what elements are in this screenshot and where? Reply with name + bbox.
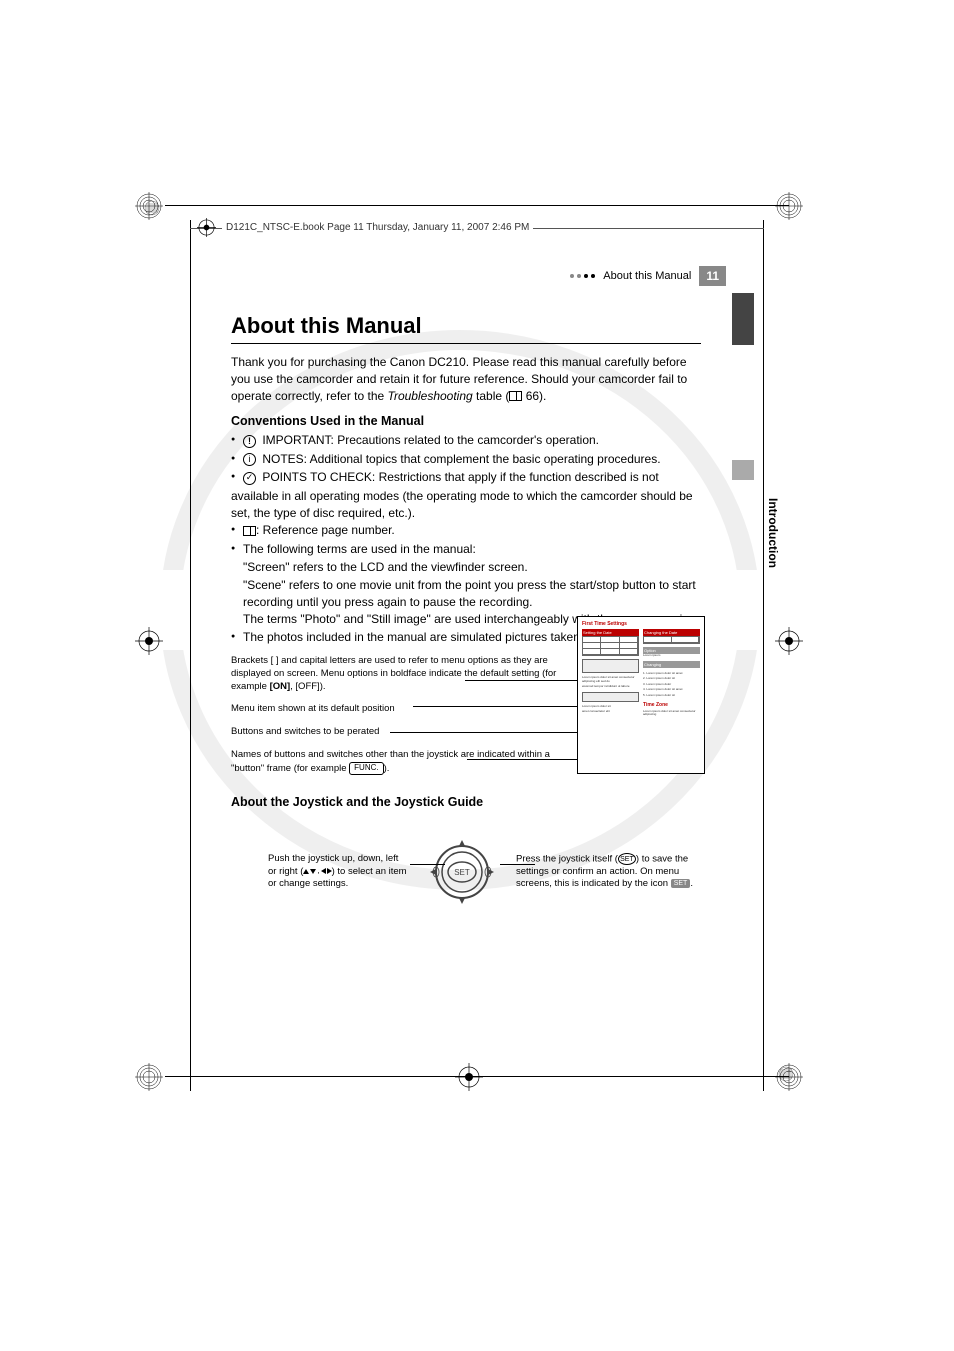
connector-line bbox=[465, 680, 577, 681]
crop-line bbox=[165, 205, 789, 206]
thumb-heading: Time Zone bbox=[643, 702, 700, 708]
side-tab-dark bbox=[732, 293, 754, 345]
connector-line bbox=[413, 706, 577, 707]
func-button-frame: FUNC. bbox=[349, 762, 383, 775]
header-dots-icon bbox=[570, 274, 595, 278]
small-registration-icon bbox=[197, 218, 216, 237]
list-item: i NOTES: Additional topics that compleme… bbox=[231, 451, 701, 468]
ref-names: Names of buttons and switches other than… bbox=[231, 749, 576, 776]
continuation-text: available in all operating modes (the op… bbox=[231, 488, 701, 523]
svg-text:SET: SET bbox=[454, 868, 470, 877]
side-label: Introduction bbox=[766, 498, 780, 568]
thumb-text: 5. Lorem ipsum dolor sit bbox=[643, 694, 700, 698]
thumb-text: eiusmod tempor incididunt ut labore bbox=[582, 685, 639, 689]
page-thumbnail: First Time Settings Setting the Date Lor… bbox=[577, 616, 705, 774]
thumb-text: Lorem ipsum dolor sit amet consectetur a… bbox=[582, 676, 639, 683]
connector-line bbox=[467, 759, 577, 760]
page-header-text: About this Manual bbox=[603, 270, 691, 282]
conventions-list-2: : Reference page number. The following t… bbox=[231, 522, 701, 558]
registration-mark-icon bbox=[775, 192, 803, 220]
important-icon: ! bbox=[243, 435, 256, 448]
crop-line bbox=[190, 220, 191, 1091]
thumb-text: Lorem ipsum bbox=[643, 654, 700, 658]
page-title: About this Manual bbox=[231, 313, 701, 344]
thumb-text: amet consectetur elit bbox=[582, 710, 639, 714]
list-item: ! IMPORTANT: Precautions related to the … bbox=[231, 432, 701, 449]
registration-mark-icon bbox=[135, 1063, 163, 1091]
connector-line bbox=[500, 864, 535, 865]
list-item: The following terms are used in the manu… bbox=[231, 541, 701, 558]
thumb-graphic bbox=[582, 692, 639, 702]
crop-line bbox=[763, 220, 764, 1091]
check-icon: ✓ bbox=[243, 472, 256, 485]
joystick-diagram-icon: SET bbox=[428, 838, 496, 906]
thumb-subheading: Changing bbox=[643, 661, 700, 668]
thumb-heading: First Time Settings bbox=[582, 621, 639, 627]
registration-mark-icon bbox=[135, 627, 163, 655]
reference-box: Brackets [ ] and capital letters are use… bbox=[231, 655, 576, 786]
thumb-text: 1. Lorem ipsum dolor sit amet bbox=[643, 672, 700, 676]
joystick-right-text: Press the joystick itself (SET) to save … bbox=[516, 853, 708, 891]
header-file-info: D121C_NTSC-E.book Page 11 Thursday, Janu… bbox=[222, 222, 533, 233]
thumb-text: 3. Lorem ipsum dolor bbox=[643, 683, 700, 687]
conventions-heading: Conventions Used in the Manual bbox=[231, 414, 701, 428]
book-icon bbox=[243, 526, 256, 536]
thumb-table bbox=[643, 636, 700, 644]
thumb-graphic bbox=[582, 659, 639, 673]
thumb-text: 4. Lorem ipsum dolor sit amet bbox=[643, 688, 700, 692]
page-header: About this Manual 11 bbox=[570, 266, 726, 286]
connector-line bbox=[410, 864, 445, 865]
texture-mark-icon bbox=[144, 200, 160, 216]
list-item: ✓ POINTS TO CHECK: Restrictions that app… bbox=[231, 469, 701, 486]
book-icon bbox=[509, 391, 522, 401]
connector-line bbox=[390, 732, 577, 733]
conventions-list: ! IMPORTANT: Precautions related to the … bbox=[231, 432, 701, 486]
crop-line bbox=[165, 1076, 789, 1077]
thumb-text: Lorem ipsum dolor sit bbox=[582, 705, 639, 709]
thumb-subheading: Changing the Date bbox=[643, 629, 700, 636]
texture-mark-icon bbox=[778, 1066, 794, 1082]
joystick-section: Push the joystick up, down, left or righ… bbox=[268, 838, 708, 906]
page-number: 11 bbox=[699, 266, 726, 286]
main-content: About this Manual Thank you for purchasi… bbox=[231, 313, 701, 647]
set-button-icon: SET bbox=[618, 853, 636, 865]
registration-mark-icon bbox=[455, 1063, 483, 1091]
joystick-left-text: Push the joystick up, down, left or righ… bbox=[268, 853, 408, 890]
thumb-text: 2. Lorem ipsum dolor sit bbox=[643, 677, 700, 681]
ref-brackets: Brackets [ ] and capital letters are use… bbox=[231, 655, 576, 693]
joystick-heading: About the Joystick and the Joystick Guid… bbox=[231, 795, 483, 809]
dpad-icon: , bbox=[303, 866, 331, 876]
intro-paragraph: Thank you for purchasing the Canon DC210… bbox=[231, 354, 701, 404]
side-tab-light bbox=[732, 460, 754, 480]
nested-text: "Scene" refers to one movie unit from th… bbox=[231, 577, 701, 612]
registration-mark-icon bbox=[775, 627, 803, 655]
set-box-icon: SET bbox=[671, 879, 691, 888]
nested-text: "Screen" refers to the LCD and the viewf… bbox=[231, 559, 701, 576]
list-item: : Reference page number. bbox=[231, 522, 701, 539]
thumb-table bbox=[582, 636, 639, 656]
thumb-text: Lorem ipsum dolor sit amet consectetur a… bbox=[643, 710, 700, 717]
notes-icon: i bbox=[243, 453, 256, 466]
thumb-subheading: Setting the Date bbox=[582, 629, 639, 636]
